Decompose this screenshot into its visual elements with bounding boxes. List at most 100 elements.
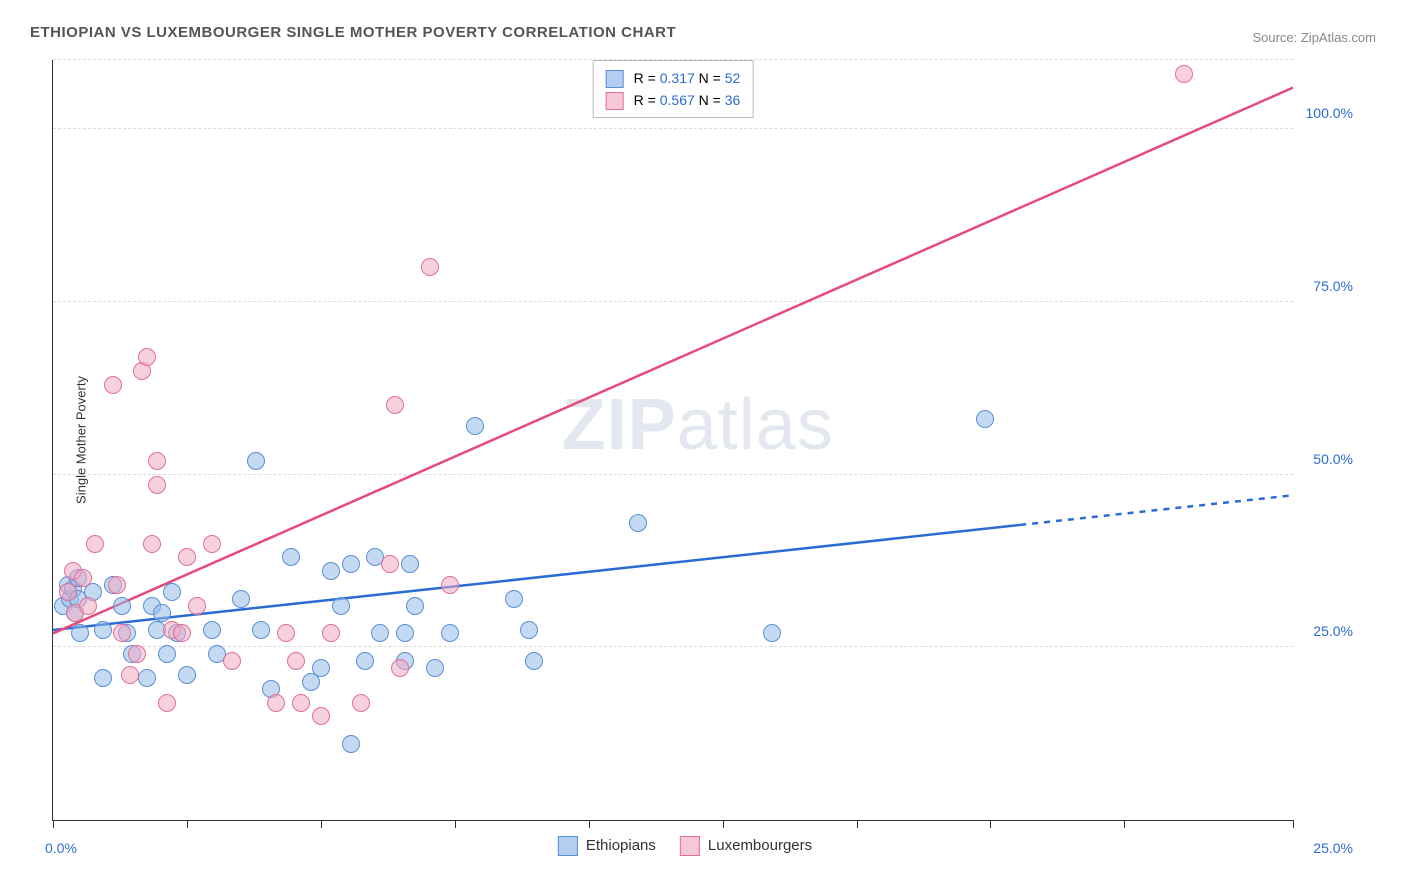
data-point (163, 583, 181, 601)
data-point (441, 624, 459, 642)
data-point (396, 624, 414, 642)
data-point (108, 576, 126, 594)
data-point (71, 624, 89, 642)
data-point (976, 410, 994, 428)
data-point (153, 604, 171, 622)
x-tick (723, 820, 724, 828)
data-point (232, 590, 250, 608)
data-point (121, 666, 139, 684)
data-point (203, 621, 221, 639)
data-point (158, 694, 176, 712)
stats-swatch (606, 70, 624, 88)
data-point (203, 535, 221, 553)
data-point (86, 535, 104, 553)
data-point (520, 621, 538, 639)
data-point (287, 652, 305, 670)
legend-label: Luxembourgers (708, 837, 812, 854)
data-point (312, 707, 330, 725)
data-point (79, 597, 97, 615)
data-point (391, 659, 409, 677)
data-point (342, 735, 360, 753)
chart-title: ETHIOPIAN VS LUXEMBOURGER SINGLE MOTHER … (30, 24, 676, 41)
data-point (148, 476, 166, 494)
data-point (113, 597, 131, 615)
x-tick (321, 820, 322, 828)
series-legend: Ethiopians Luxembourgers (534, 836, 812, 856)
x-tick (1293, 820, 1294, 828)
stats-row: R = 0.317 N = 52 (606, 67, 741, 89)
source-link[interactable]: ZipAtlas.com (1301, 30, 1376, 45)
stats-n-label: N = (695, 92, 725, 108)
stats-n-value: 52 (725, 70, 741, 86)
x-tick (857, 820, 858, 828)
data-point (267, 694, 285, 712)
data-point (148, 452, 166, 470)
x-tick (1124, 820, 1125, 828)
data-point (178, 666, 196, 684)
data-point (59, 583, 77, 601)
stats-swatch (606, 92, 624, 110)
data-point (113, 624, 131, 642)
data-point (342, 555, 360, 573)
y-tick-label: 50.0% (1313, 451, 1353, 467)
data-point (104, 376, 122, 394)
data-point (128, 645, 146, 663)
data-point (292, 694, 310, 712)
data-point (352, 694, 370, 712)
scatter-plot: Single Mother Poverty ZIPatlas 25.0%50.0… (52, 60, 1293, 821)
data-point (525, 652, 543, 670)
data-point (629, 514, 647, 532)
data-point (401, 555, 419, 573)
data-point (441, 576, 459, 594)
data-point (322, 624, 340, 642)
x-axis-min-label: 0.0% (45, 840, 77, 856)
data-point (371, 624, 389, 642)
data-point (223, 652, 241, 670)
legend-label: Ethiopians (586, 837, 656, 854)
data-point (277, 624, 295, 642)
legend-swatch (680, 836, 700, 856)
data-point (332, 597, 350, 615)
data-point (406, 597, 424, 615)
source-attribution: Source: ZipAtlas.com (1252, 30, 1376, 45)
stats-row: R = 0.567 N = 36 (606, 89, 741, 111)
data-point (312, 659, 330, 677)
data-point (247, 452, 265, 470)
data-point (381, 555, 399, 573)
data-point (356, 652, 374, 670)
data-point (282, 548, 300, 566)
x-tick (455, 820, 456, 828)
data-point (188, 597, 206, 615)
source-prefix: Source: (1252, 30, 1300, 45)
data-point (158, 645, 176, 663)
data-point (143, 535, 161, 553)
stats-n-label: N = (695, 70, 725, 86)
y-tick-label: 75.0% (1313, 278, 1353, 294)
data-point (173, 624, 191, 642)
data-point (138, 348, 156, 366)
data-point (386, 396, 404, 414)
stats-r-label: R = (634, 92, 660, 108)
data-point (138, 669, 156, 687)
y-tick-label: 25.0% (1313, 623, 1353, 639)
stats-r-value: 0.317 (660, 70, 695, 86)
x-tick (990, 820, 991, 828)
x-tick (187, 820, 188, 828)
data-point (763, 624, 781, 642)
stats-r-value: 0.567 (660, 92, 695, 108)
data-point (252, 621, 270, 639)
correlation-stats-box: R = 0.317 N = 52R = 0.567 N = 36 (593, 60, 754, 118)
data-point (1175, 65, 1193, 83)
data-point (421, 258, 439, 276)
legend-swatch (558, 836, 578, 856)
trend-line-extrapolated (1020, 495, 1293, 525)
trend-lines (53, 60, 1293, 820)
x-tick (53, 820, 54, 828)
data-point (426, 659, 444, 677)
data-point (505, 590, 523, 608)
x-axis-max-label: 25.0% (1313, 840, 1353, 856)
data-point (94, 621, 112, 639)
y-tick-label: 100.0% (1306, 105, 1353, 121)
stats-r-label: R = (634, 70, 660, 86)
trend-line (53, 88, 1293, 634)
